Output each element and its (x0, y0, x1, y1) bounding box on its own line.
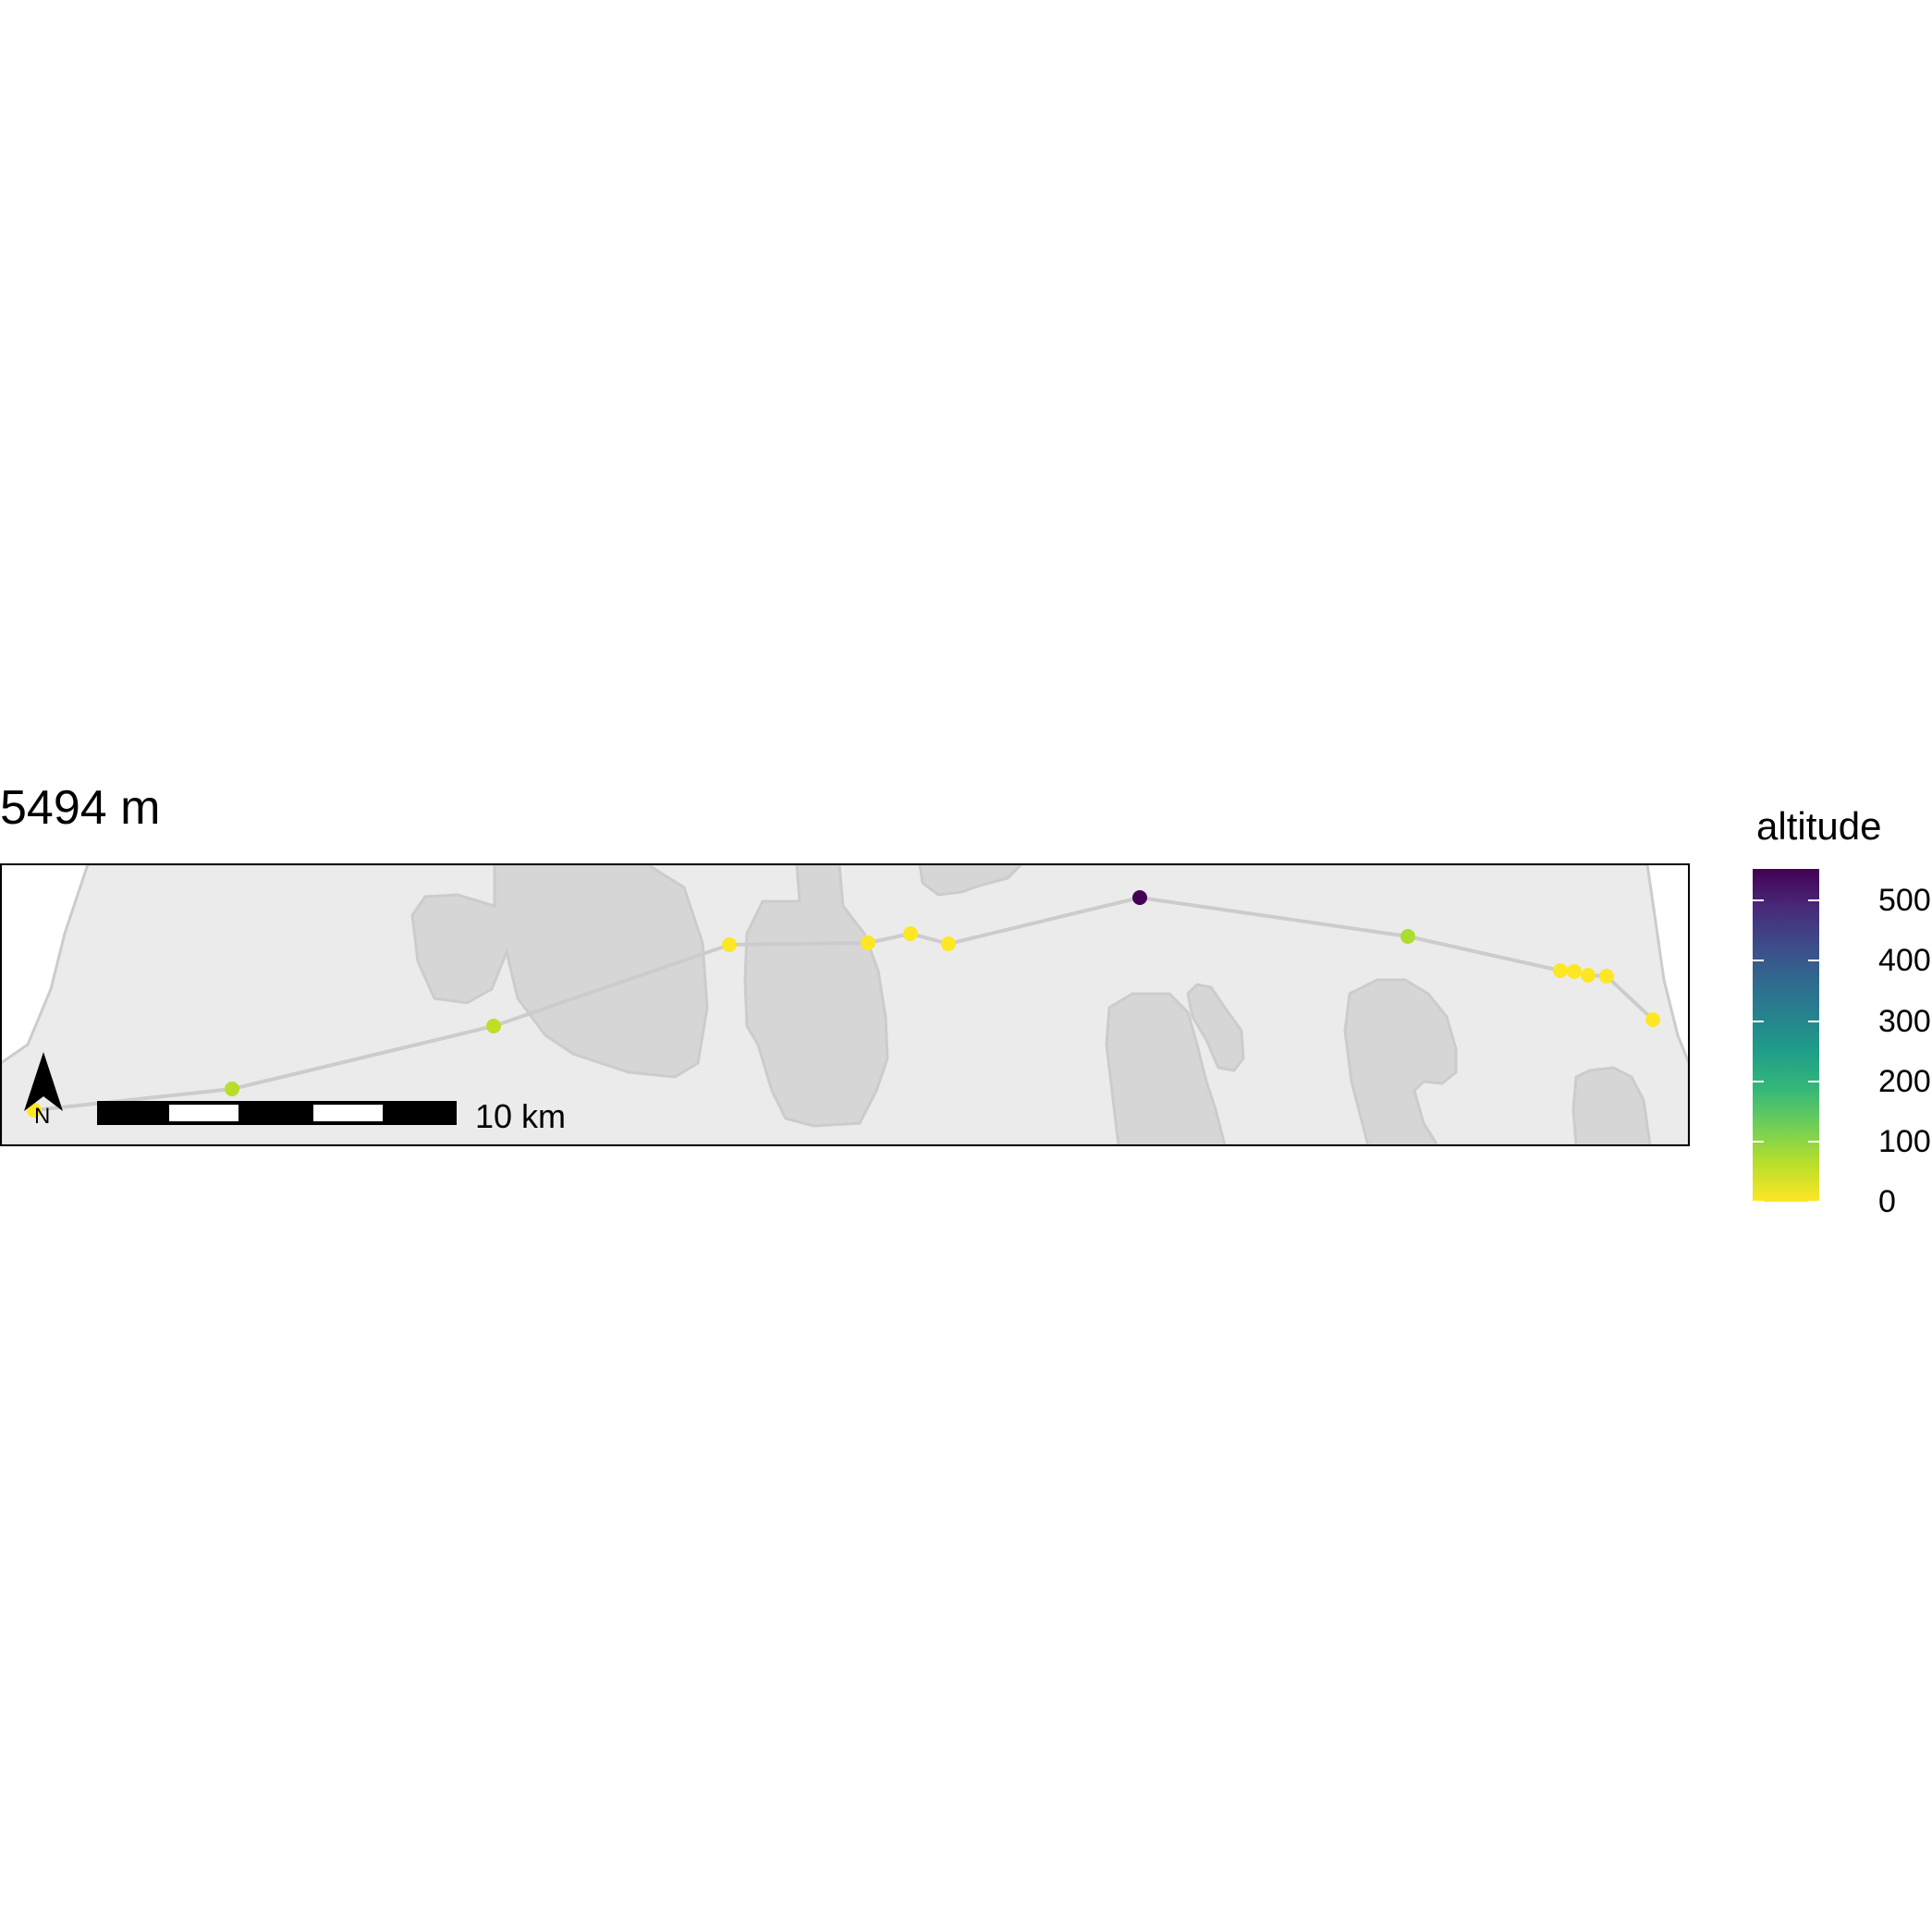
lake-1 (410, 864, 709, 1079)
track-point (861, 935, 875, 950)
track-point (903, 926, 918, 941)
altitude-legend (1753, 869, 1819, 1203)
lake-5 (1186, 983, 1245, 1072)
lake-7 (1571, 1066, 1652, 1145)
track-point (1581, 968, 1596, 983)
track-point (1132, 890, 1147, 905)
scale-bar-label: 10 km (475, 1097, 567, 1135)
lake-6 (1343, 978, 1458, 1145)
track-point (225, 1082, 239, 1096)
track-point (941, 936, 956, 951)
track-point (1567, 964, 1582, 979)
track-point (1599, 969, 1614, 984)
lake-4 (1105, 992, 1227, 1145)
legend-tick-label: 2000 (1878, 1064, 1932, 1099)
track-points (27, 890, 1660, 1118)
track-point (722, 937, 737, 952)
legend-title: altitude (1756, 804, 1882, 848)
track-point (27, 1103, 42, 1118)
north-arrow-label: N (34, 1104, 51, 1129)
track-point (486, 1019, 501, 1033)
legend-tick-label: 3000 (1878, 1004, 1932, 1039)
track-point (1400, 929, 1415, 944)
map-title: 5494 m (0, 781, 161, 835)
map-panel (1, 864, 1689, 1145)
legend-colorbar (1753, 869, 1819, 1202)
legend-tick-label: 4000 (1878, 943, 1932, 978)
scale-bar (97, 1101, 457, 1125)
track-point (1553, 963, 1568, 978)
track-point (1645, 1012, 1660, 1027)
map-panel-border (0, 863, 1690, 1146)
lake-3 (918, 864, 1024, 897)
lake-2 (743, 864, 889, 1128)
legend-tick-label: 0 (1878, 1184, 1896, 1219)
north-arrow-icon (24, 1052, 63, 1111)
legend-tick-label: 5000 (1878, 883, 1932, 918)
